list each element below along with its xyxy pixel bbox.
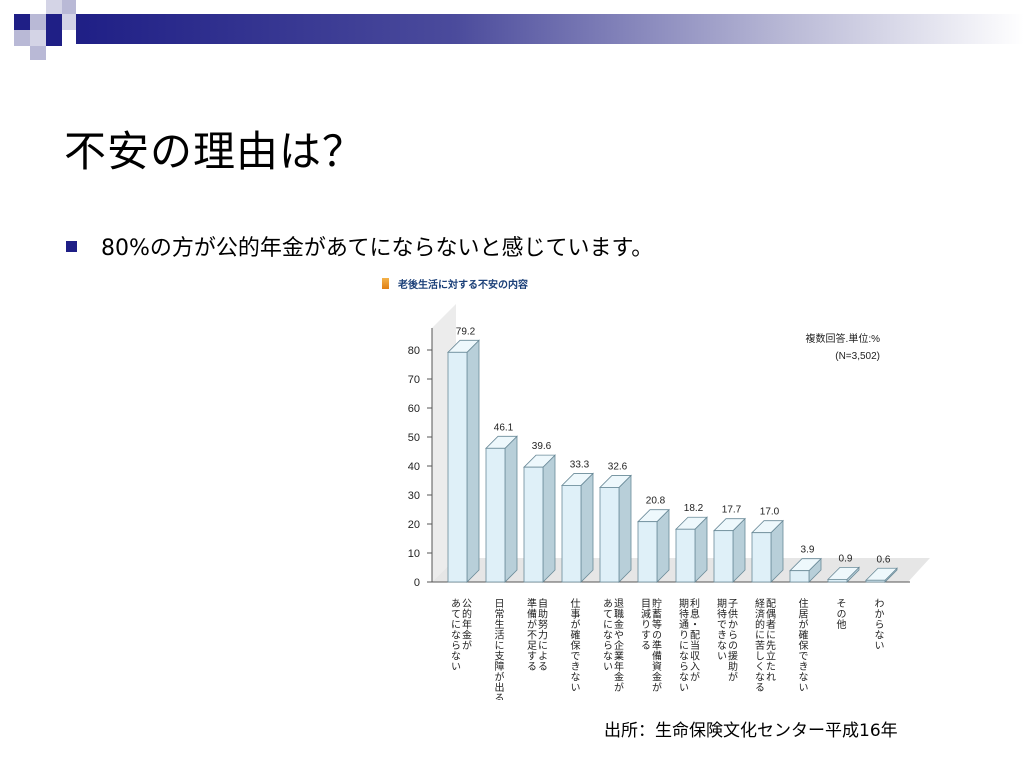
bar [713,530,734,583]
bar [865,579,886,583]
bar-value-label: 18.2 [684,503,704,514]
chart-title: 老後生活に対する不安の内容 [398,280,528,291]
bar-value-label: 0.6 [877,554,891,565]
decor-square [62,14,76,30]
bar-value-label: 39.6 [532,441,552,452]
bullet-square-icon [66,241,77,252]
source-note: 出所：生命保険文化センター平成16年 [604,721,898,741]
category-label: 仕事が確保できない [568,597,580,693]
y-tick-label: 50 [408,432,420,444]
category-label: 経済的に苦しくなる [753,597,765,693]
bar [599,487,620,583]
category-label: 期待通りにならない [677,598,689,693]
category-label: 貯蓄等の準備資金が [650,598,662,693]
bar [485,447,506,583]
category-label: あてにならない [601,598,613,672]
y-tick-label: 60 [408,403,420,415]
bar [751,532,772,583]
y-tick-label: 80 [408,345,420,357]
chart-title-marker-icon [382,278,389,289]
category-label: 目減りする [639,598,651,651]
y-tick-label: 30 [408,490,420,502]
category-label: その他 [834,598,846,630]
bar-value-label: 3.9 [801,545,815,556]
header-gradient-band [76,14,1024,44]
decor-square [14,30,30,46]
category-label: 公的年金が [460,598,472,651]
bar [827,578,848,583]
category-label: 住居が確保できない [796,597,808,693]
bar-value-label: 33.3 [570,459,590,470]
bar-side [466,339,480,583]
bar [675,528,696,583]
bar-value-label: 17.0 [760,507,780,518]
decor-square [46,0,62,14]
bar [561,485,582,583]
bar-side [618,474,632,583]
bar-value-label: 0.9 [839,553,853,564]
category-label: 自助努力による [536,597,548,672]
category-label: 子供からの援助が [726,598,738,682]
bar-side [542,454,556,583]
chart-sample-size: (N=3,502) [835,351,880,362]
bar-side [580,472,594,583]
category-label: わからない [872,598,884,651]
y-tick-label: 40 [408,461,420,473]
bar-value-label: 32.6 [608,461,628,472]
bar-value-label: 20.8 [646,496,666,507]
bar [789,570,810,583]
category-label: 日常生活に支障が出る [492,598,504,700]
y-tick-label: 0 [414,577,420,589]
y-tick-label: 10 [408,548,420,560]
category-label: 退職金や企業年金が [612,598,624,693]
bar [447,351,468,583]
category-label: 配偶者に先立たれ [764,598,776,682]
decor-square [30,14,46,30]
bullet-text: 80%の方が公的年金があてにならないと感じています。 [101,236,654,261]
bar [523,466,544,583]
decor-square [30,30,46,46]
decor-square [30,46,46,60]
slide-title: 不安の理由は？ [64,127,366,176]
category-label: 期待できない [715,598,727,661]
category-label: あてにならない [449,598,461,672]
y-tick-label: 20 [408,519,420,531]
chart-note: 複数回答.単位:% [806,332,881,345]
bar-value-label: 46.1 [494,422,514,433]
y-tick-label: 70 [408,374,420,386]
bar-value-label: 17.7 [722,505,742,516]
bar-chart: 0102030405060708079.2公的年金があてにならない46.1日常生… [408,304,930,700]
decor-square [14,14,30,30]
decor-square [46,14,62,30]
decor-square [62,0,76,14]
bar-side [504,435,518,583]
category-label: 準備が不足する [525,597,537,672]
category-label: 利息・配当収入が [688,598,700,682]
bar-side [656,508,670,583]
bar-value-label: 79.2 [456,326,476,337]
decor-square [46,30,62,46]
bar [637,521,658,583]
